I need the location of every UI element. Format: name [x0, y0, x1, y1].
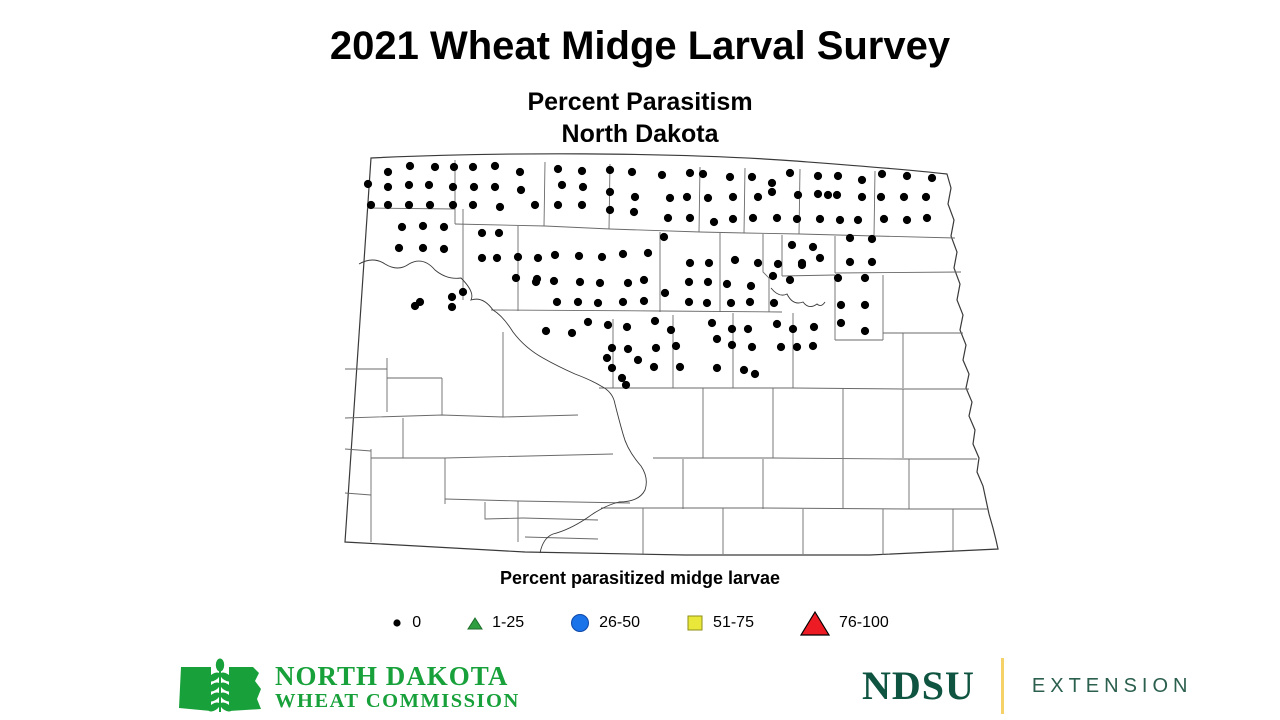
missouri-river: [358, 259, 647, 554]
subtitle-percent-parasitism: Percent Parasitism: [527, 88, 753, 116]
green-triangle-icon: [467, 617, 484, 630]
red-triangle-icon: [799, 610, 830, 636]
legend-item-76-100: 76-100: [799, 610, 889, 636]
state-outline: [344, 153, 999, 556]
legend-label: 26-50: [599, 614, 641, 631]
ndsu-extension-logo: NDSU EXTENSION: [862, 658, 1192, 714]
legend-item-0: 0: [391, 614, 421, 632]
ndsu-extension-text: EXTENSION: [1031, 674, 1193, 697]
legend-label: 0: [412, 614, 422, 631]
legend-item-26-50: 26-50: [570, 613, 640, 633]
wheat-commission-line2: WHEAT COMMISSION: [275, 689, 520, 712]
legend-label: 1-25: [492, 614, 525, 631]
ndsu-wordmark: NDSU: [862, 663, 975, 708]
wheat-commission-line1: NORTH DAKOTA: [275, 660, 509, 691]
wheat-commission-wordmark: NORTH DAKOTA WHEAT COMMISSION: [275, 660, 520, 712]
north-dakota-county-map: [343, 152, 1013, 562]
rivers: [358, 259, 826, 554]
legend-label: 76-100: [838, 614, 889, 631]
ndsu-divider-line: [1000, 658, 1004, 714]
map-svg: [344, 153, 999, 556]
legend-item-51-75: 51-75: [686, 614, 754, 632]
nd-wheat-commission-logo: NORTH DAKOTA WHEAT COMMISSION: [175, 658, 520, 716]
legend-item-1-25: 1-25: [467, 614, 524, 632]
yellow-square-icon: [687, 615, 703, 631]
legend-title: Percent parasitized midge larvae: [499, 568, 781, 588]
county-boundaries: [344, 160, 988, 555]
black-dot-icon: [393, 619, 401, 627]
legend: 0 1-25 26-50 51-75 76-100: [0, 610, 1280, 636]
page-title: 2021 Wheat Midge Larval Survey: [329, 24, 951, 68]
devils-lake: [770, 287, 826, 307]
blue-circle-icon: [571, 614, 590, 632]
survey-points-zero-percent: [363, 161, 937, 390]
legend-label: 51-75: [713, 614, 754, 631]
nd-state-wheat-icon: [179, 658, 261, 712]
subtitle-north-dakota: North Dakota: [561, 120, 719, 148]
